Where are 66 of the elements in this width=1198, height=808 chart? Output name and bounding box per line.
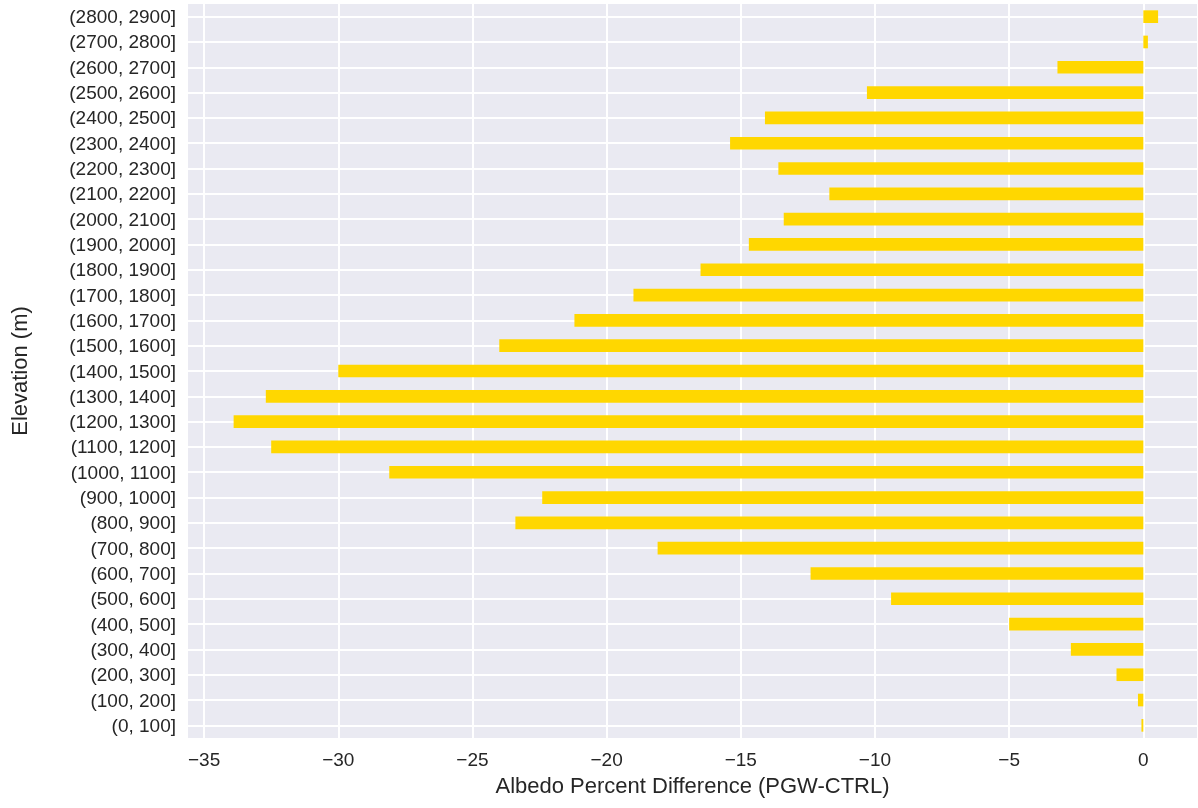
y-tick-label: (1000, 1100] xyxy=(70,461,176,483)
bar xyxy=(1143,10,1159,23)
x-tick-label: −10 xyxy=(858,749,892,770)
bar xyxy=(1070,643,1144,656)
bar xyxy=(783,212,1144,226)
y-tick-label: (100, 200] xyxy=(90,689,176,711)
y-tick-label: (2300, 2400] xyxy=(69,132,176,154)
y-tick-label: (200, 300] xyxy=(90,664,176,686)
y-tick-label: (600, 700] xyxy=(90,562,176,584)
y-tick-label: (2700, 2800] xyxy=(69,31,176,53)
y-tick-label: (1800, 1900] xyxy=(69,259,176,281)
y-tick-label: (1900, 2000] xyxy=(69,233,176,255)
y-tick-label: (1500, 1600] xyxy=(69,335,176,357)
bar xyxy=(748,238,1144,251)
bar xyxy=(1057,60,1144,74)
y-tick-label: (900, 1000] xyxy=(79,487,176,509)
bar xyxy=(233,415,1144,428)
y-tick-label: (300, 400] xyxy=(90,638,176,660)
y-tick-label: (500, 600] xyxy=(90,588,176,610)
bar xyxy=(657,541,1144,555)
bar xyxy=(1116,668,1144,682)
y-tick-label: (1200, 1300] xyxy=(69,411,176,433)
bar xyxy=(515,516,1144,530)
bar xyxy=(338,364,1144,378)
x-tick-label: −35 xyxy=(187,749,221,770)
bar xyxy=(778,162,1144,175)
bar xyxy=(1009,617,1144,631)
y-tick-label: (2200, 2300] xyxy=(69,158,176,180)
bar xyxy=(866,86,1144,99)
x-tick-label: −15 xyxy=(724,749,757,770)
y-tick-label: (2100, 2200] xyxy=(69,183,176,205)
y-tick-label: (1400, 1500] xyxy=(69,360,176,382)
y-tick-label: (2800, 2900] xyxy=(69,6,176,28)
y-tick-label: (700, 800] xyxy=(90,537,176,559)
x-tick-label: −25 xyxy=(456,749,489,770)
bar xyxy=(499,339,1144,353)
x-tick-label: −5 xyxy=(998,749,1020,770)
x-axis-title: Albedo Percent Difference (PGW-CTRL) xyxy=(495,772,890,798)
bar xyxy=(764,111,1144,125)
bar xyxy=(574,314,1144,327)
y-tick-label: (0, 100] xyxy=(111,714,176,736)
bar xyxy=(891,592,1144,606)
y-tick-label: (2600, 2700] xyxy=(69,56,176,78)
y-tick-label: (2400, 2500] xyxy=(69,107,176,129)
bar xyxy=(829,187,1144,201)
bar xyxy=(542,491,1144,504)
x-tick-label: 0 xyxy=(1138,749,1149,770)
bar xyxy=(265,389,1144,403)
y-tick-label: (1100, 1200] xyxy=(70,436,176,458)
y-tick-label: (1700, 1800] xyxy=(69,284,176,306)
bar xyxy=(271,440,1144,454)
y-axis-title: Elevation (m) xyxy=(6,306,32,436)
bar xyxy=(1143,35,1148,49)
y-tick-label: (1300, 1400] xyxy=(69,385,176,407)
bar xyxy=(633,288,1144,302)
bar xyxy=(810,567,1144,580)
bar xyxy=(700,263,1144,277)
y-tick-label: (2000, 2100] xyxy=(69,208,176,230)
y-tick-label: (800, 900] xyxy=(90,512,176,534)
y-tick-label: (400, 500] xyxy=(90,613,176,635)
x-tick-label: −30 xyxy=(322,749,355,770)
y-tick-label: (2500, 2600] xyxy=(69,82,176,104)
bar xyxy=(389,465,1144,479)
x-tick-label: −20 xyxy=(590,749,623,770)
y-tick-label: (1600, 1700] xyxy=(69,309,176,331)
bar xyxy=(730,136,1144,150)
